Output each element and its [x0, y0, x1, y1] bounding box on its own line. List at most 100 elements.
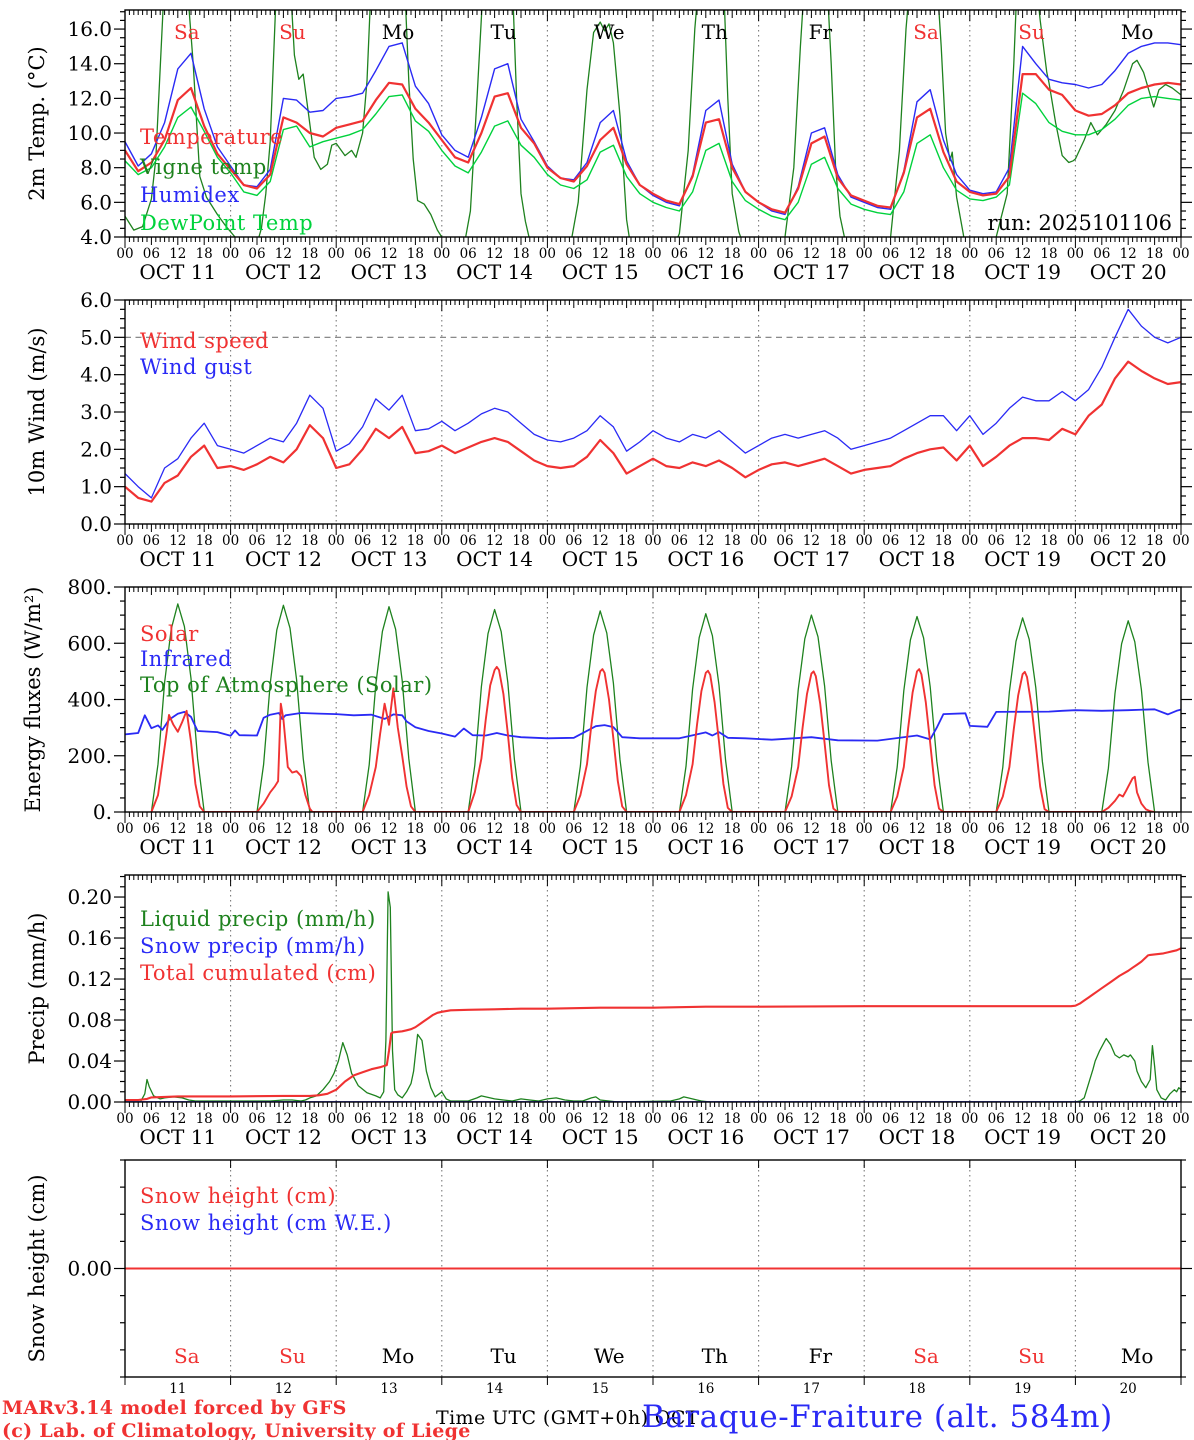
hour-label: 12: [592, 246, 609, 262]
hour-label: 12: [803, 533, 820, 549]
hour-label: 06: [565, 246, 582, 262]
hour-label: 12: [803, 1111, 820, 1127]
hour-label: 12: [169, 821, 186, 837]
energy_fluxes-series-solar: [150, 665, 1155, 812]
hour-label: 06: [143, 821, 160, 837]
hour-label: 12: [697, 1111, 714, 1127]
weekday-label: Mo: [1121, 20, 1154, 44]
day-number: 13: [380, 1381, 397, 1397]
hour-label: 12: [275, 1111, 292, 1127]
date-label: OCT 13: [351, 835, 428, 859]
date-label: OCT 17: [773, 835, 850, 859]
y-ticks: [114, 586, 1192, 813]
hour-label: 00: [1172, 1111, 1189, 1127]
y-tick-label: 10.0: [67, 121, 112, 145]
hour-label: 12: [275, 246, 292, 262]
y-tick-label: 0.: [93, 800, 112, 824]
date-labels: OCT 11 OCT 12 OCT 13 OCT 14 OCT 15 OCT 16 OCT …: [139, 1125, 1166, 1149]
y-tick-label: 0.0: [80, 512, 112, 536]
hour-label: 18: [829, 821, 846, 837]
hour-label: 06: [671, 533, 688, 549]
hour-label: 06: [1093, 821, 1110, 837]
hour-label: 12: [592, 821, 609, 837]
hour-label: 00: [644, 246, 661, 262]
y-axis-title: 2m Temp. (°C): [25, 46, 49, 200]
hour-label: 06: [776, 821, 793, 837]
hour-label: 12: [697, 821, 714, 837]
series-group: [125, 308, 1181, 503]
legend-snow-height: Snow height (cm): [140, 1184, 337, 1208]
hour-label: 18: [196, 1111, 213, 1127]
hour-label: 00: [116, 821, 133, 837]
hour-labels: 00 06 12 18 00 06 12 18 00 06 12 18 00 06 12 18 00 06 12 18…: [116, 533, 1189, 549]
precip-series-liquid_precip: [125, 891, 1181, 1102]
hour-label: 06: [671, 1111, 688, 1127]
date-labels: OCT 11 OCT 12 OCT 13 OCT 14 OCT 15 OCT 16 OCT …: [139, 260, 1166, 284]
hour-label: 18: [935, 821, 952, 837]
station-title: Baraque-Fraiture (alt. 584m): [642, 1399, 1113, 1435]
hour-label: 00: [539, 821, 556, 837]
date-label: OCT 13: [351, 547, 428, 571]
day-number: 11: [169, 1381, 186, 1397]
hour-label: 06: [354, 1111, 371, 1127]
hour-labels: 00 06 12 18 00 06 12 18 00 06 12 18 00 06 12 18 00 06 12 18…: [116, 821, 1189, 837]
y-axis-title: 10m Wind (m/s): [25, 327, 49, 496]
y-tick-label: 0.20: [67, 885, 112, 909]
hour-label: 18: [196, 246, 213, 262]
hour-label: 18: [1040, 1111, 1057, 1127]
weekday-label: Tu: [490, 20, 516, 44]
credit-line-2: (c) Lab. of Climatology, University of L…: [2, 1420, 471, 1440]
legend-liquid-precip: Liquid precip (mm/h): [140, 907, 376, 931]
day-number: 20: [1120, 1381, 1137, 1397]
hour-label: 06: [1093, 533, 1110, 549]
day-number-labels: 11 12 13 14 15 16 17 18 19 20: [169, 1381, 1137, 1397]
precip-series-total_cumulated: [125, 947, 1181, 1102]
date-label: OCT 16: [667, 835, 744, 859]
y-tick-label: 4.0: [80, 225, 112, 249]
y-tick-label: 0.16: [67, 926, 112, 950]
y-tick-labels: 4.0 6.0 8.0 10.0 12.0 14.0 16.0: [67, 17, 112, 249]
hour-label: 18: [935, 1111, 952, 1127]
y-ticks: [114, 1159, 1192, 1378]
hour-label: 06: [882, 533, 899, 549]
hour-label: 06: [565, 533, 582, 549]
hour-label: 00: [856, 821, 873, 837]
hour-label: 18: [724, 246, 741, 262]
hour-label: 12: [697, 533, 714, 549]
hour-label: 12: [380, 1111, 397, 1127]
temp2m-series-temperature: [125, 72, 1181, 214]
x-ticks: [124, 1160, 1182, 1385]
weekday-label: We: [594, 20, 625, 44]
hour-label: 06: [460, 821, 477, 837]
hour-label: 18: [1146, 246, 1163, 262]
weekday-label: Su: [1018, 1344, 1045, 1368]
hour-label: 18: [512, 821, 529, 837]
hour-label: 12: [486, 533, 503, 549]
hour-label: 12: [908, 1111, 925, 1127]
legend-solar: Solar: [140, 622, 199, 646]
wind10m-series-wind_gust: [125, 308, 1181, 499]
hour-label: 12: [592, 1111, 609, 1127]
y-tick-label: 12.0: [67, 86, 112, 110]
hour-label: 06: [248, 1111, 265, 1127]
date-label: OCT 20: [1090, 1125, 1167, 1149]
hour-label: 06: [143, 533, 160, 549]
hour-label: 00: [116, 1111, 133, 1127]
hour-label: 00: [1067, 533, 1084, 549]
hour-label: 12: [1120, 246, 1137, 262]
y-tick-label: 0.04: [67, 1049, 112, 1073]
weekday-label: Su: [279, 1344, 306, 1368]
weekday-label: Sa: [174, 20, 200, 44]
hour-label: 00: [961, 533, 978, 549]
energy_fluxes-series-toa_solar: [150, 603, 1156, 812]
hour-label: 18: [829, 1111, 846, 1127]
x-ticks: [124, 300, 1182, 535]
weekday-label: Mo: [382, 1344, 415, 1368]
hour-label: 18: [829, 533, 846, 549]
hour-label: 12: [1014, 533, 1031, 549]
hour-label: 18: [1040, 821, 1057, 837]
y-tick-labels: 0.0 1.0 2.0 3.0 4.0 5.0 6.0: [80, 288, 112, 536]
